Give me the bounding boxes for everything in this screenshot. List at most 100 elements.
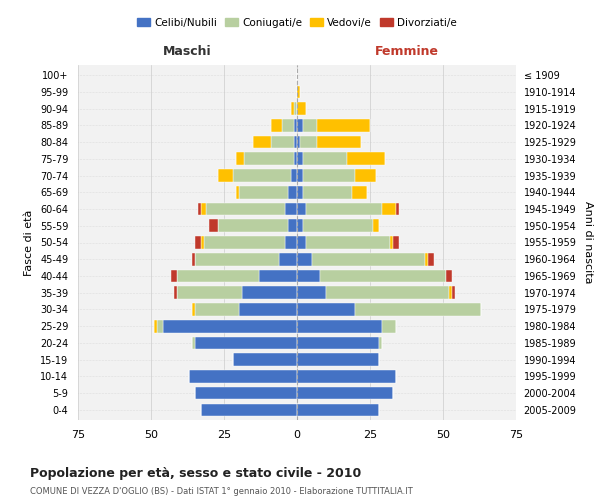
Text: COMUNE DI VEZZA D'OGLIO (BS) - Dati ISTAT 1° gennaio 2010 - Elaborazione TUTTITA: COMUNE DI VEZZA D'OGLIO (BS) - Dati ISTA… [30, 488, 413, 496]
Bar [244, 152, 294, 165]
Bar [379, 336, 382, 349]
Bar [355, 169, 376, 182]
Bar [192, 303, 195, 316]
Bar [326, 286, 449, 299]
Bar [449, 286, 452, 299]
Bar [297, 169, 303, 182]
Bar [200, 404, 297, 416]
Bar [209, 220, 218, 232]
Bar [297, 354, 379, 366]
Bar [347, 152, 385, 165]
Bar [288, 186, 297, 198]
Y-axis label: Fasce di età: Fasce di età [25, 210, 34, 276]
Bar [396, 202, 399, 215]
Bar [154, 320, 157, 332]
Bar [294, 119, 297, 132]
Bar [297, 404, 379, 416]
Bar [189, 370, 297, 382]
Bar [297, 202, 306, 215]
Bar [218, 220, 288, 232]
Bar [286, 236, 297, 249]
Bar [297, 370, 396, 382]
Bar [233, 169, 291, 182]
Bar [291, 169, 297, 182]
Bar [177, 270, 259, 282]
Bar [297, 186, 303, 198]
Bar [195, 236, 200, 249]
Bar [271, 136, 294, 148]
Bar [297, 152, 303, 165]
Bar [294, 152, 297, 165]
Bar [311, 253, 425, 266]
Legend: Celibi/Nubili, Coniugati/e, Vedovi/e, Divorziati/e: Celibi/Nubili, Coniugati/e, Vedovi/e, Di… [133, 14, 461, 32]
Bar [297, 253, 311, 266]
Bar [297, 102, 306, 115]
Bar [297, 303, 355, 316]
Bar [297, 220, 303, 232]
Bar [192, 336, 195, 349]
Bar [195, 336, 297, 349]
Bar [236, 186, 239, 198]
Bar [297, 387, 394, 400]
Y-axis label: Anni di nascita: Anni di nascita [583, 201, 593, 284]
Bar [175, 286, 177, 299]
Bar [320, 270, 446, 282]
Bar [428, 253, 434, 266]
Bar [236, 152, 244, 165]
Bar [253, 136, 271, 148]
Bar [271, 119, 283, 132]
Bar [198, 202, 200, 215]
Bar [300, 136, 317, 148]
Bar [373, 220, 379, 232]
Bar [157, 320, 163, 332]
Bar [297, 136, 300, 148]
Bar [288, 220, 297, 232]
Bar [200, 202, 206, 215]
Bar [233, 354, 297, 366]
Bar [280, 253, 297, 266]
Bar [297, 270, 320, 282]
Bar [242, 286, 297, 299]
Bar [317, 119, 370, 132]
Bar [218, 169, 233, 182]
Bar [192, 253, 195, 266]
Bar [239, 303, 297, 316]
Bar [452, 286, 455, 299]
Bar [446, 270, 452, 282]
Bar [177, 286, 242, 299]
Bar [303, 152, 347, 165]
Bar [172, 270, 177, 282]
Bar [297, 236, 306, 249]
Bar [303, 119, 317, 132]
Bar [352, 186, 367, 198]
Bar [382, 320, 396, 332]
Bar [291, 102, 294, 115]
Bar [286, 202, 297, 215]
Bar [297, 86, 300, 98]
Bar [206, 202, 286, 215]
Bar [283, 119, 294, 132]
Bar [297, 336, 379, 349]
Bar [306, 202, 382, 215]
Bar [203, 236, 286, 249]
Bar [259, 270, 297, 282]
Text: Femmine: Femmine [374, 45, 439, 58]
Text: Maschi: Maschi [163, 45, 212, 58]
Text: Popolazione per età, sesso e stato civile - 2010: Popolazione per età, sesso e stato civil… [30, 468, 361, 480]
Bar [200, 236, 203, 249]
Bar [355, 303, 481, 316]
Bar [195, 303, 239, 316]
Bar [391, 236, 394, 249]
Bar [303, 220, 373, 232]
Bar [303, 186, 352, 198]
Bar [382, 202, 396, 215]
Bar [297, 119, 303, 132]
Bar [239, 186, 288, 198]
Bar [425, 253, 428, 266]
Bar [297, 286, 326, 299]
Bar [394, 236, 399, 249]
Bar [195, 387, 297, 400]
Bar [303, 169, 355, 182]
Bar [195, 253, 280, 266]
Bar [294, 136, 297, 148]
